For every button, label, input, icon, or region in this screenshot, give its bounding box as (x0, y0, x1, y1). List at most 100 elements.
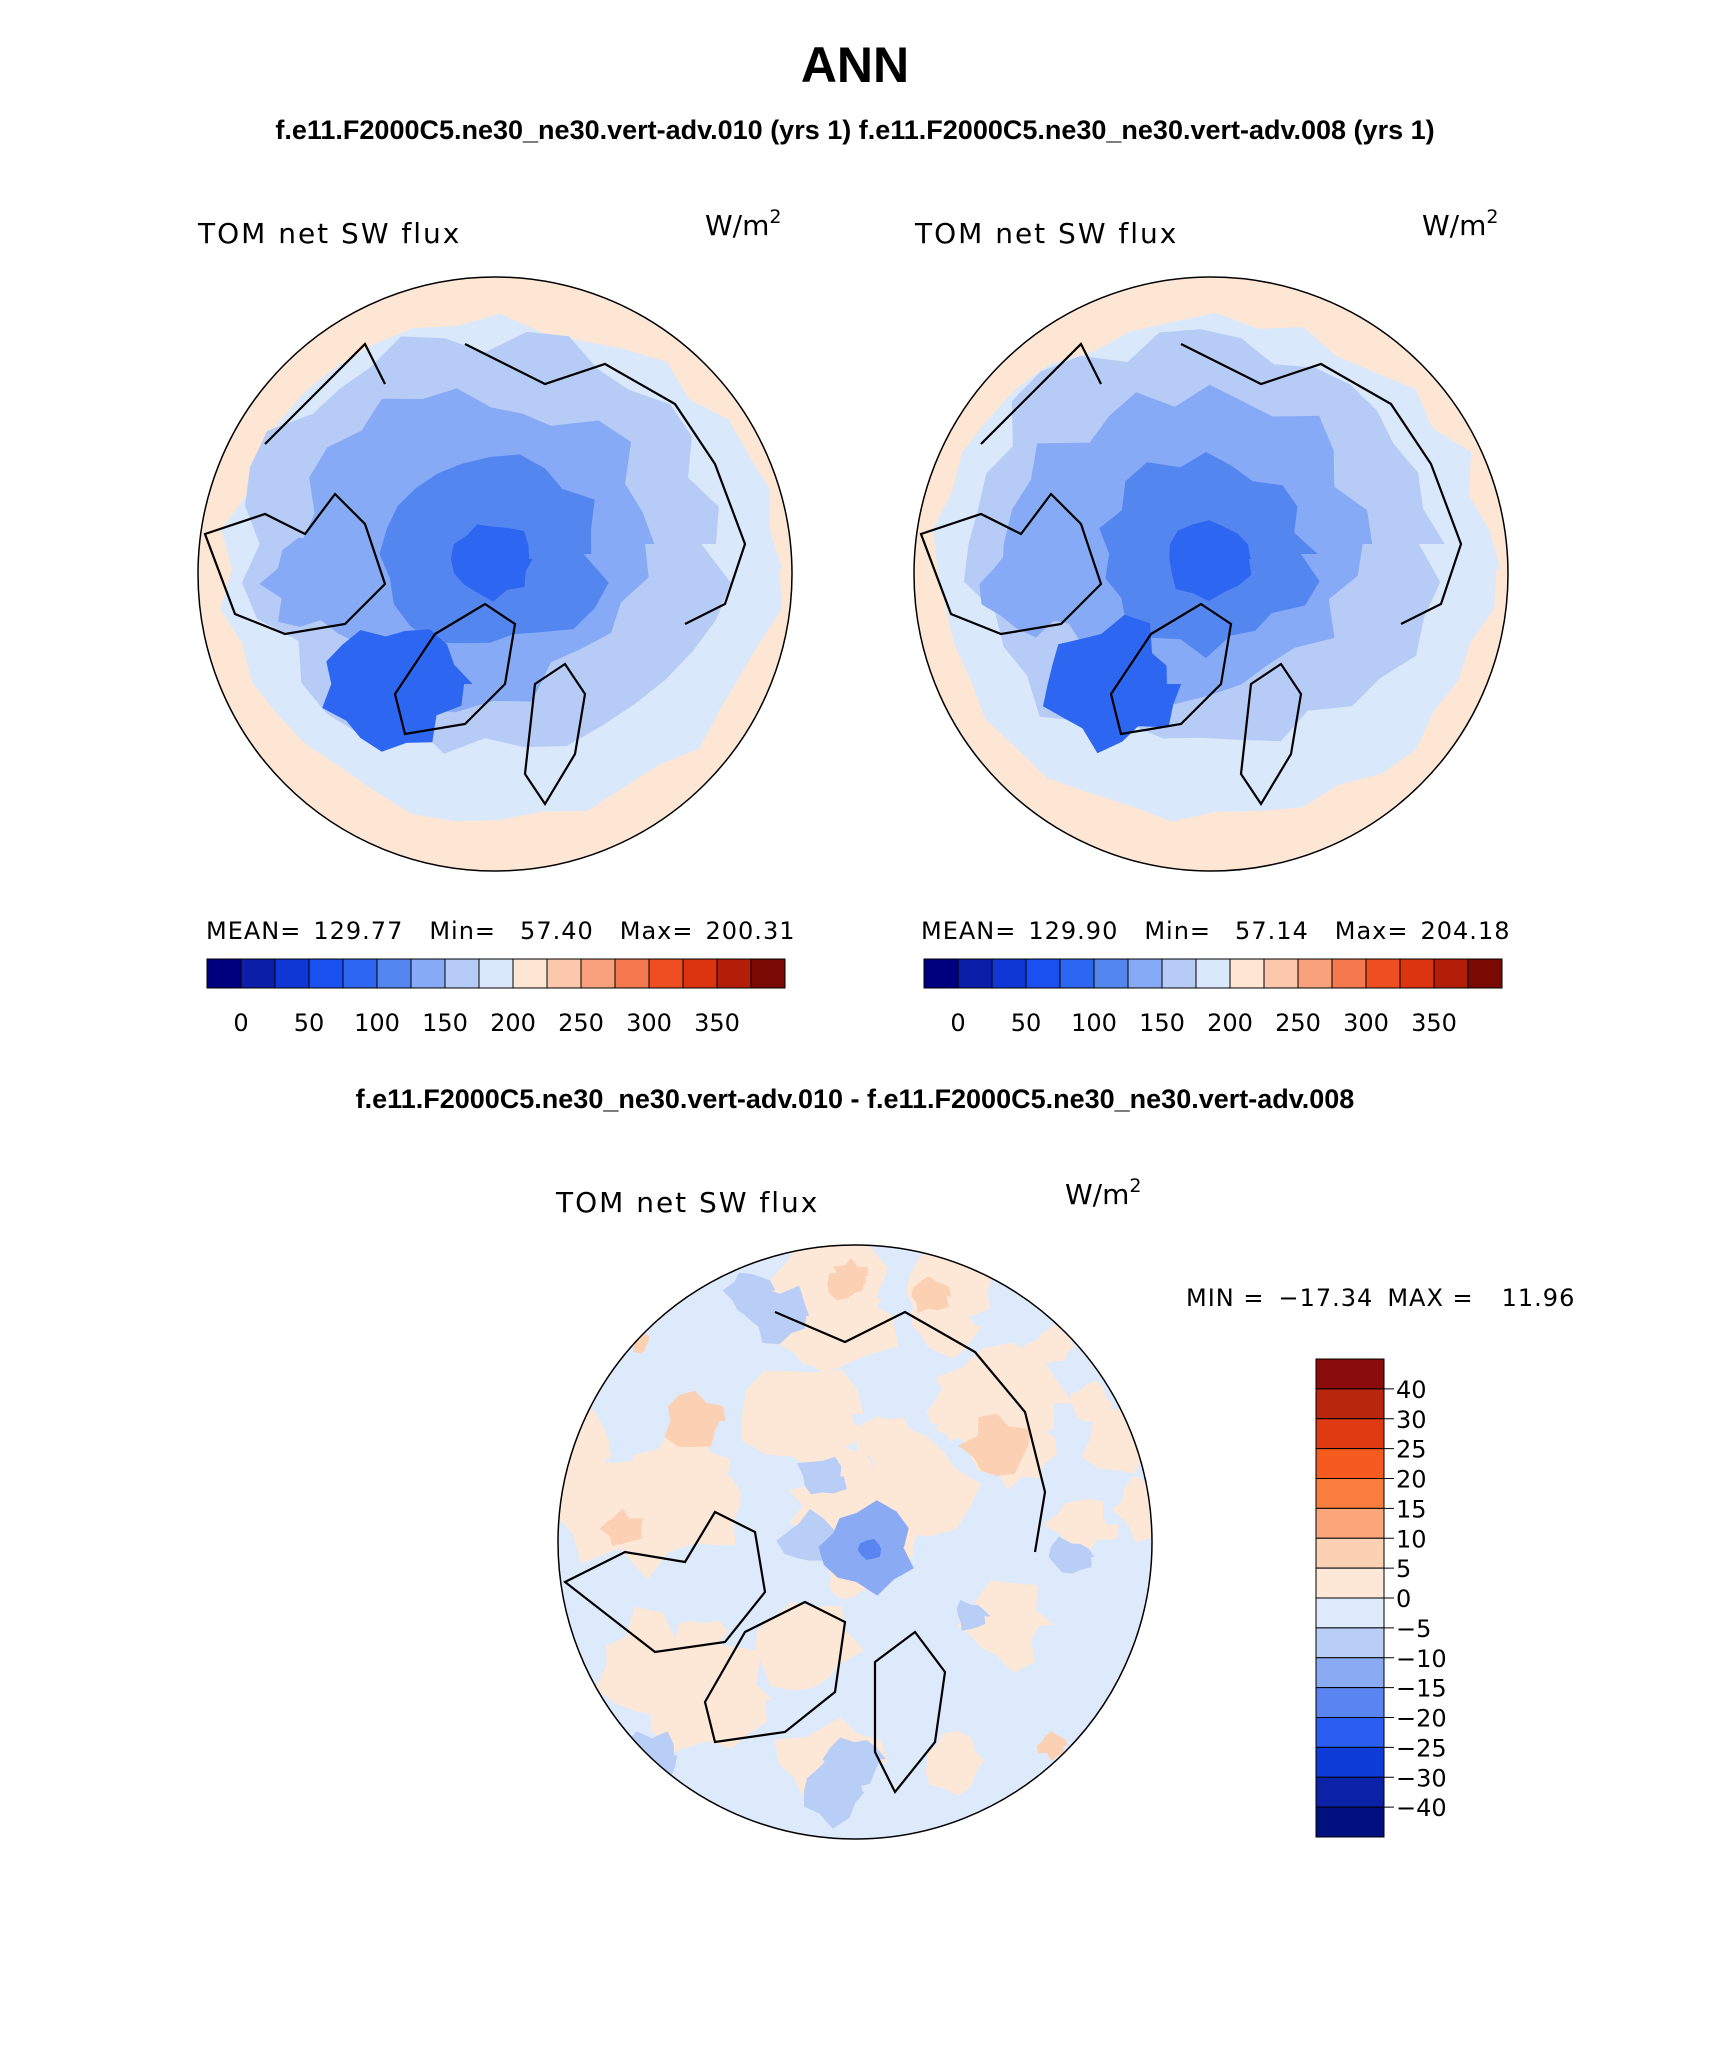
colorbar-tick-label: −15 (1396, 1675, 1447, 1703)
colorbar-swatch (1297, 958, 1333, 989)
colorbar-swatch (478, 958, 514, 989)
field-anomaly-neg10 (956, 1600, 991, 1631)
panel-stats: MEAN= 129.90 Min= 57.14 Max= 204.18 (921, 917, 1510, 945)
colorbar-tick-label: 40 (1396, 1376, 1427, 1404)
field-anomaly-pos5 (1043, 1498, 1120, 1554)
colorbar-swatch (1315, 1448, 1385, 1479)
field-anomaly-pos5 (632, 1423, 738, 1536)
panel-stats: MEAN= 129.77 Min= 57.40 Max= 200.31 (206, 917, 795, 945)
colorbar-horizontal: 0 50 100 150 200 250 300 350 (923, 958, 1503, 1037)
coastline-scandinavia (1239, 662, 1303, 807)
panel-variable-label: TOM net SW flux (555, 1186, 819, 1219)
field-band-75 (1169, 520, 1252, 602)
colorbar-swatch (1315, 1806, 1385, 1838)
colorbar-swatch (580, 958, 616, 989)
map-field (558, 1245, 1152, 1839)
colorbar-swatch (1059, 958, 1095, 989)
colorbar-tick-label: 250 (1275, 1009, 1321, 1037)
polar-map (557, 1244, 1153, 1840)
colorbar-tick-label: 20 (1396, 1466, 1427, 1494)
colorbar-tick-label: −20 (1396, 1705, 1447, 1733)
colorbar-swatch (1025, 958, 1061, 989)
colorbar-swatch (1315, 1627, 1385, 1659)
field-anomaly-pos10 (1036, 1731, 1069, 1761)
coastline-eurasia (1180, 343, 1463, 625)
coastline-greenland (1109, 602, 1233, 736)
colorbar-tick-label: 0 (950, 1009, 965, 1037)
field-anomaly-pos10 (827, 1263, 867, 1301)
field-band-greenland (1043, 614, 1182, 754)
polar-map (197, 276, 793, 872)
colorbar-tick-label: 150 (422, 1009, 468, 1037)
colorbar-tick-label: −25 (1396, 1734, 1447, 1762)
colorbar-swatch (1365, 958, 1401, 989)
colorbar-swatch (1127, 958, 1163, 989)
colorbar-swatch (410, 958, 446, 989)
colorbar-tick-label: 200 (490, 1009, 536, 1037)
field-anomaly-pos5 (934, 1342, 1074, 1472)
colorbar-swatch (750, 958, 786, 989)
coastlines (562, 1310, 1047, 1795)
field-anomaly-neg10 (803, 1754, 865, 1829)
colorbar-swatch (991, 958, 1027, 989)
colorbar-swatch (240, 958, 276, 989)
colorbar-tick-label: 0 (233, 1009, 248, 1037)
difference-title: f.e11.F2000C5.ne30_ne30.vert-adv.010 - f… (356, 1084, 1355, 1114)
colorbar-swatch (1315, 1567, 1385, 1599)
colorbar-swatch (1263, 958, 1299, 989)
colorbar-tick-label: 250 (558, 1009, 604, 1037)
field-anomaly-pos5 (1023, 1322, 1076, 1364)
field-anomaly-pos10 (958, 1413, 1030, 1476)
colorbar-tick-label: −30 (1396, 1764, 1447, 1792)
colorbar-swatch (206, 958, 242, 989)
colorbar-swatch (1315, 1746, 1385, 1778)
colorbar-tick-label: −5 (1396, 1615, 1431, 1643)
panel-units-label: W/m2 (1065, 1175, 1142, 1211)
field-anomaly-pos10 (911, 1276, 952, 1314)
coastlines (203, 342, 747, 807)
colorbar-swatch (648, 958, 684, 989)
figure-title: ANN (801, 37, 909, 93)
colorbar-swatch (1195, 958, 1231, 989)
colorbar-horizontal: 0 50 100 150 200 250 300 350 (206, 958, 786, 1037)
colorbar-tick-label: 25 (1396, 1436, 1427, 1464)
field-anomaly-pos5 (558, 1742, 651, 1839)
map-field (198, 277, 792, 871)
colorbar-tick-label: 150 (1139, 1009, 1185, 1037)
map-boundary (913, 276, 1509, 872)
colorbar-swatch (1315, 1478, 1385, 1509)
colorbar-swatch (1315, 1358, 1385, 1390)
colorbar-swatch (1315, 1776, 1385, 1808)
field-anomaly-pos10 (664, 1390, 726, 1447)
colorbar-swatch (342, 958, 378, 989)
colorbar-swatch (274, 958, 310, 989)
colorbar-swatch (1315, 1717, 1385, 1748)
coastline-canada (203, 492, 387, 636)
field-anomaly-pos10 (599, 1508, 643, 1546)
field-anomaly-neg10 (722, 1272, 779, 1319)
panel-model-008: TOM net SW flux W/m2 MEAN= 129.90 Min= 57.1… (913, 206, 1510, 1037)
colorbar-swatch (1331, 958, 1367, 989)
colorbar-swatch (444, 958, 480, 989)
colorbar-swatch (1315, 1597, 1385, 1629)
map-boundary (197, 276, 793, 872)
field-anomaly-pos5 (741, 1369, 864, 1474)
field-anomaly-pos5 (574, 1764, 641, 1826)
panel-units-label: W/m2 (1422, 206, 1499, 242)
field-anomaly-pos5 (1070, 1740, 1152, 1839)
colorbar-swatch (1467, 958, 1503, 989)
coastline-greenland (393, 602, 517, 736)
coastline-canada (919, 492, 1103, 636)
colorbar-swatch (1229, 958, 1265, 989)
polar-map (913, 276, 1509, 872)
colorbar-tick-label: 100 (354, 1009, 400, 1037)
field-band-canada (979, 530, 1090, 638)
field-anomaly-pos10 (558, 1673, 589, 1712)
panel-variable-label: TOM net SW flux (197, 217, 461, 250)
colorbar-swatch (546, 958, 582, 989)
coastlines (919, 342, 1463, 807)
field-band-canada (259, 537, 371, 627)
map-boundary (557, 1244, 1153, 1840)
